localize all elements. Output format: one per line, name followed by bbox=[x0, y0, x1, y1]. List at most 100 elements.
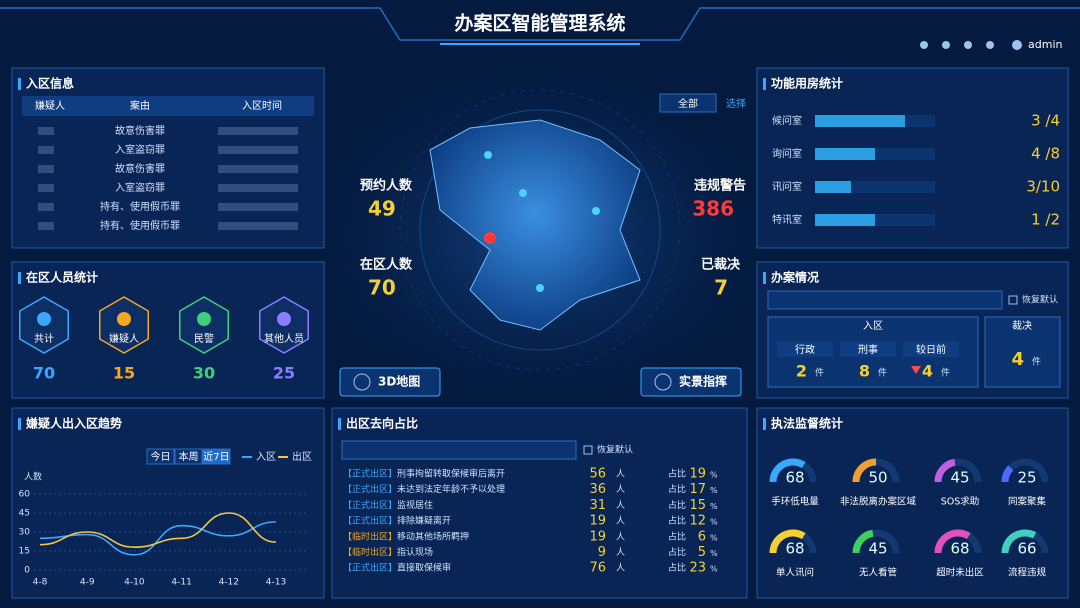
tab-label[interactable]: 今日 bbox=[151, 450, 171, 463]
pct-unit: % bbox=[710, 471, 718, 480]
icon[interactable] bbox=[920, 41, 928, 49]
exit-tag: 【临时出区】 bbox=[343, 530, 397, 542]
panel-title: 在区人员统计 bbox=[26, 270, 98, 285]
blurred-time bbox=[218, 127, 298, 135]
case-label-bg bbox=[840, 342, 896, 357]
tab[interactable] bbox=[146, 448, 175, 465]
panel-accent bbox=[338, 418, 341, 430]
room-name: 询问室 bbox=[772, 147, 802, 160]
panel-title: 入区信息 bbox=[26, 76, 74, 91]
date-range[interactable] bbox=[767, 290, 1003, 310]
map-point bbox=[592, 207, 600, 215]
gauge-label: 手环低电量 bbox=[771, 496, 819, 508]
case-reason: 入室盗窃罪 bbox=[115, 181, 165, 194]
checkbox[interactable] bbox=[1008, 295, 1018, 305]
pct-unit: % bbox=[710, 533, 718, 542]
ring bbox=[399, 89, 681, 371]
icon[interactable] bbox=[942, 41, 950, 49]
gauge-arc bbox=[769, 458, 806, 483]
exit-unit: 人 bbox=[616, 484, 625, 495]
case-label: 行政 bbox=[795, 343, 815, 356]
exit-reason: 直接取保候审 bbox=[397, 562, 451, 574]
header-icons[interactable] bbox=[920, 40, 1022, 50]
panel bbox=[11, 407, 325, 599]
map-point bbox=[536, 284, 544, 292]
reset-label[interactable]: 恢复默认 bbox=[1022, 294, 1058, 306]
personnel-value: 70 bbox=[33, 364, 55, 383]
case-label-bg bbox=[903, 342, 959, 357]
tab[interactable] bbox=[202, 448, 231, 465]
filter-button[interactable] bbox=[659, 93, 717, 113]
blurred-name bbox=[38, 146, 54, 154]
person-icon bbox=[277, 312, 291, 326]
icon[interactable] bbox=[986, 41, 994, 49]
button-icon[interactable] bbox=[654, 373, 672, 391]
case-unit: 件 bbox=[878, 367, 887, 379]
exit-reason: 监视居住 bbox=[397, 499, 433, 511]
stat-value: 7 bbox=[714, 276, 728, 300]
room-occupancy: 4 /8 bbox=[1031, 145, 1060, 163]
tab-label[interactable]: 近7日 bbox=[203, 450, 229, 463]
reset-label[interactable]: 恢复默认 bbox=[597, 444, 633, 456]
button-icon[interactable] bbox=[353, 373, 371, 391]
legend-label: 出区 bbox=[292, 450, 312, 463]
panel-title: 办案情况 bbox=[771, 270, 819, 285]
stat-label: 预约人数 bbox=[360, 178, 413, 194]
panel-accent bbox=[763, 418, 766, 430]
room-occupancy: 3 /4 bbox=[1031, 112, 1060, 130]
select-link[interactable]: 选择 bbox=[726, 97, 746, 110]
room-name: 特讯室 bbox=[772, 213, 802, 226]
pct-unit: % bbox=[710, 518, 718, 527]
column-header: 入区时间 bbox=[242, 99, 282, 112]
exit-reason: 指认现场 bbox=[397, 546, 433, 558]
exit-unit: 人 bbox=[616, 531, 625, 542]
checkbox[interactable] bbox=[583, 445, 593, 455]
verdict-value: 4 bbox=[1011, 349, 1024, 370]
user-name[interactable]: admin bbox=[1028, 38, 1062, 51]
room-name: 候问室 bbox=[772, 114, 802, 127]
gauge-value: 45 bbox=[950, 469, 969, 487]
blurred-time bbox=[218, 146, 298, 154]
entry-label: 入区 bbox=[863, 320, 883, 332]
button-label[interactable]: 实景指挥 bbox=[679, 374, 727, 389]
panel-accent bbox=[18, 78, 21, 90]
case-label: 较日前 bbox=[916, 343, 946, 356]
tab[interactable] bbox=[174, 448, 203, 465]
icon[interactable] bbox=[964, 41, 972, 49]
exit-count: 36 bbox=[589, 482, 606, 497]
verdict-label: 裁决 bbox=[1012, 319, 1032, 332]
user-icon[interactable] bbox=[1012, 40, 1022, 50]
gauge-arc bbox=[852, 529, 874, 554]
exit-count: 19 bbox=[589, 529, 606, 544]
tab-label[interactable]: 本周 bbox=[179, 450, 199, 463]
share-label: 占比 bbox=[668, 562, 686, 574]
table-header bbox=[22, 96, 314, 116]
date-range[interactable] bbox=[341, 440, 577, 460]
exit-tag: 【正式出区】 bbox=[343, 562, 397, 574]
gauge-label: 非法脱离办案区域 bbox=[840, 496, 917, 508]
case-reason: 故意伤害罪 bbox=[115, 124, 165, 137]
gauge-value: 25 bbox=[1017, 469, 1036, 487]
series-line bbox=[39, 512, 277, 549]
room-occupancy: 1 /2 bbox=[1031, 211, 1060, 229]
exit-reason: 刑事拘留转取保候审后离开 bbox=[397, 468, 505, 480]
legend-label: 入区 bbox=[256, 451, 276, 463]
room-bar bbox=[815, 148, 875, 160]
exit-pct: 5 bbox=[698, 545, 706, 560]
gauge-value: 45 bbox=[868, 540, 887, 558]
stat-label: 已裁决 bbox=[701, 257, 741, 273]
case-label-bg bbox=[777, 342, 833, 357]
exit-tag: 【正式出区】 bbox=[343, 468, 397, 480]
filter-label[interactable]: 全部 bbox=[678, 97, 698, 110]
y-tick-label: 15 bbox=[19, 547, 30, 557]
panel-accent bbox=[763, 272, 766, 284]
exit-unit: 人 bbox=[616, 547, 625, 558]
exit-pct: 6 bbox=[698, 529, 706, 544]
exit-pct: 15 bbox=[689, 498, 706, 513]
blurred-time bbox=[218, 165, 298, 173]
personnel-value: 25 bbox=[273, 364, 295, 383]
case-reason: 持有、使用假币罪 bbox=[100, 219, 180, 232]
button-label[interactable]: 3D地图 bbox=[378, 374, 420, 389]
exit-reason: 排除嫌疑离开 bbox=[397, 515, 451, 527]
